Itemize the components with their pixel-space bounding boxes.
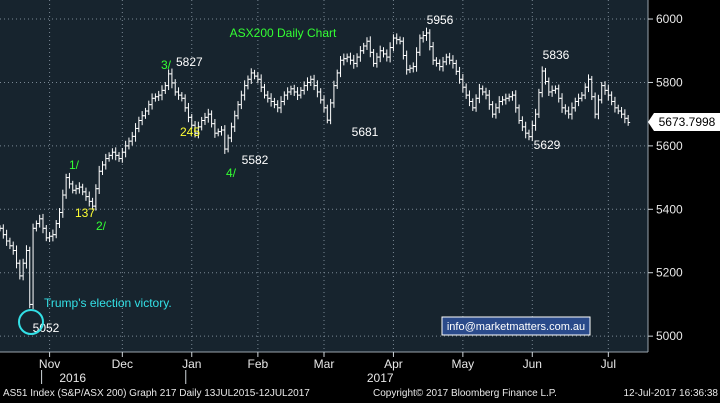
y-tick-label: 5600 bbox=[656, 139, 683, 153]
x-tick-label: Nov bbox=[39, 357, 60, 371]
x-tick-label: Jul bbox=[601, 357, 616, 371]
x-tick-label: Apr bbox=[384, 357, 403, 371]
annotation-5827: 5827 bbox=[176, 55, 203, 69]
website-label: info@marketmatters.com.au bbox=[447, 321, 585, 333]
wave-label-4: 4/ bbox=[226, 166, 237, 180]
wave-label-2: 2/ bbox=[96, 219, 107, 233]
x-year-label: 2016 bbox=[59, 371, 86, 385]
retrace-label-137: 137 bbox=[75, 206, 95, 220]
asx200-chart: 5000 5200 5400 5600 5800 6000 Nov Dec Jan Feb Mar… bbox=[0, 0, 720, 385]
y-axis-ticks: 5000 5200 5400 5600 5800 6000 bbox=[648, 12, 683, 343]
wave-label-1: 1/ bbox=[69, 158, 80, 172]
last-value-label: 5673.7998 bbox=[659, 115, 716, 129]
x-tick-label: Jun bbox=[523, 357, 542, 371]
annotation-5836: 5836 bbox=[543, 48, 570, 62]
x-tick-label: Mar bbox=[314, 357, 335, 371]
footer-copyright: Copyright© 2017 Bloomberg Finance L.P. bbox=[373, 388, 557, 399]
grid-lines bbox=[0, 0, 648, 352]
footer-timestamp: 12-Jul-2017 16:36:38 bbox=[623, 388, 718, 399]
y-tick-label: 6000 bbox=[656, 12, 683, 26]
x-tick-label: Jan bbox=[182, 357, 201, 371]
x-year-label: 2017 bbox=[367, 371, 394, 385]
y-tick-label: 5800 bbox=[656, 75, 683, 89]
last-value-tag-shape bbox=[648, 113, 720, 131]
footer-index-info: AS51 Index (S&P/ASX 200) Graph 217 Daily… bbox=[3, 388, 310, 399]
election-note: Trump's election victory. bbox=[44, 296, 172, 310]
y-tick-label: 5400 bbox=[656, 202, 683, 216]
y-tick-label: 5000 bbox=[656, 329, 683, 343]
x-tick-label: Feb bbox=[248, 357, 269, 371]
website-box bbox=[441, 316, 591, 336]
last-value-tag: 5673.7998 bbox=[648, 113, 720, 131]
y-tick-label: 5200 bbox=[656, 266, 683, 280]
election-circle-marker bbox=[18, 309, 44, 335]
retrace-label-245: 245 bbox=[180, 125, 200, 139]
chart-title: ASX200 Daily Chart bbox=[230, 26, 337, 40]
x-tick-label: May bbox=[452, 357, 475, 371]
annotation-5582: 5582 bbox=[242, 153, 269, 167]
price-bars bbox=[0, 27, 631, 310]
annotation-5681: 5681 bbox=[352, 125, 379, 139]
annotation-5629: 5629 bbox=[534, 138, 561, 152]
x-tick-label: Dec bbox=[112, 357, 133, 371]
annotation-5956: 5956 bbox=[427, 13, 454, 27]
footer-bar: AS51 Index (S&P/ASX 200) Graph 217 Daily… bbox=[0, 385, 720, 403]
wave-label-3: 3/ bbox=[161, 58, 172, 72]
x-axis-ticks: Nov Dec Jan Feb Mar Apr May Jun Jul 2016 2017 bbox=[39, 352, 616, 385]
